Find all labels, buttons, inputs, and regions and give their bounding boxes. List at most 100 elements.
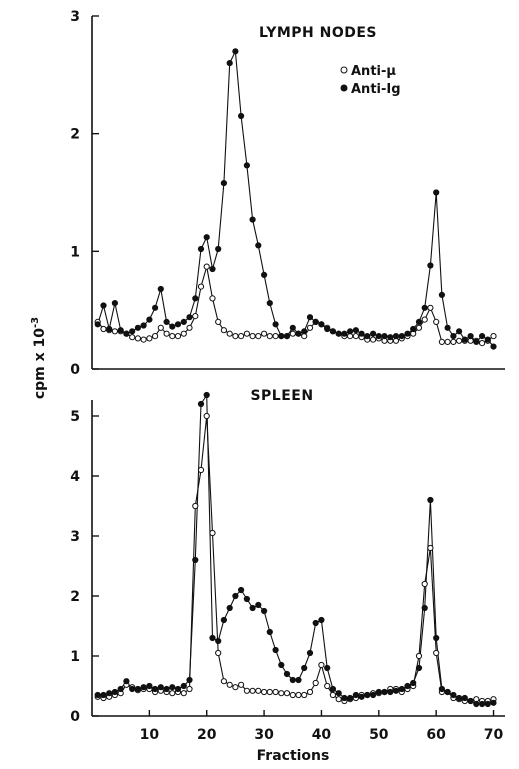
lymph-anti-ig-point-20	[203, 234, 210, 241]
spleen-anti-mu-point-43	[335, 696, 342, 703]
spleen-x-tick-label-20: 20	[197, 727, 217, 743]
lymph-anti-ig-line	[97, 49, 494, 347]
spleen-anti-ig-point-57	[415, 664, 423, 672]
lymph-anti-ig-point-43	[335, 330, 342, 337]
lymph-anti-ig-point-36	[295, 330, 302, 337]
spleen-y-tick-label-5: 5	[70, 409, 80, 425]
lymph-anti-ig-point-28	[249, 216, 256, 223]
spleen-anti-ig-point-44	[341, 694, 348, 702]
lymph-anti-ig-point-17	[186, 314, 193, 321]
spleen-anti-ig-point-27	[243, 595, 250, 603]
spleen-anti-mu-point-16	[180, 690, 187, 697]
spleen-anti-ig-point-37	[301, 664, 308, 672]
lymph-y-tick-label-3: 3	[70, 9, 80, 25]
spleen-anti-ig-point-49	[370, 691, 377, 699]
spleen-anti-ig-point-50	[375, 688, 382, 696]
lymph-anti-ig-point-33	[278, 333, 285, 340]
lymph-anti-ig-point-42	[329, 328, 336, 335]
lymph-anti-ig-point-45	[347, 328, 354, 335]
lymph-anti-mu-point-63	[450, 338, 457, 345]
spleen-anti-mu-point-31	[266, 688, 273, 696]
lymph-anti-ig-point-18	[192, 295, 199, 302]
spleen-anti-ig-point-41	[324, 664, 331, 672]
spleen-anti-ig-point-9	[140, 684, 147, 691]
spleen-anti-mu-point-42	[329, 691, 336, 699]
lymph-anti-ig-point-48	[364, 333, 371, 340]
spleen-y-tick-label-4: 4	[70, 469, 80, 485]
lymph-anti-ig-point-66	[467, 333, 474, 340]
spleen-anti-ig-point-19	[197, 400, 205, 408]
lymph-anti-ig-point-5	[117, 327, 124, 334]
spleen-anti-ig-point-7	[129, 685, 136, 693]
lymph-anti-mu-point-49	[370, 336, 377, 343]
lymph-anti-ig-point-3	[106, 325, 113, 333]
lymph-anti-ig-point-63	[450, 333, 457, 340]
lymph-anti-mu-point-68	[479, 340, 486, 347]
lymph-anti-mu-point-19	[197, 283, 205, 290]
spleen-anti-mu-point-25	[232, 684, 239, 691]
spleen-y-tick-label-0: 0	[70, 709, 80, 725]
lymph-anti-mu-point-17	[186, 324, 193, 331]
spleen-x-tick-label-70: 70	[484, 727, 504, 743]
lymph-anti-mu-point-60	[433, 318, 440, 325]
lymph-anti-ig-point-10	[146, 316, 153, 323]
lymph-anti-ig-point-44	[341, 330, 348, 337]
panel-lymph-nodes: LYMPH NODES 0 1 2 3 Anti-μ Anti-Ig	[70, 9, 505, 378]
spleen-anti-ig-point-14	[169, 684, 176, 691]
spleen-anti-mu-line	[97, 415, 494, 702]
lymph-anti-mu-point-31	[266, 333, 273, 340]
lymph-anti-mu-point-14	[169, 333, 176, 340]
lymph-anti-ig-point-27	[243, 162, 250, 169]
spleen-anti-ig-point-52	[387, 688, 394, 696]
lymph-anti-ig-point-22	[215, 245, 222, 253]
spleen-x-ticks: 10 20 30 40 50 60 70	[140, 710, 504, 743]
spleen-anti-ig-point-63	[450, 691, 457, 699]
lymph-anti-ig-point-29	[255, 242, 262, 249]
spleen-anti-ig-point-6	[123, 678, 130, 685]
spleen-anti-mu-point-37	[301, 691, 308, 699]
legend-anti-ig-marker	[340, 84, 348, 92]
spleen-anti-ig-line	[97, 393, 494, 705]
spleen-anti-ig-point-68	[479, 700, 486, 708]
spleen-anti-ig-point-51	[381, 688, 388, 696]
spleen-anti-mu-point-20	[203, 412, 210, 420]
spleen-x-tick-label-40: 40	[312, 727, 332, 743]
spleen-anti-ig-point-29	[255, 601, 262, 609]
spleen-anti-ig-point-64	[456, 694, 463, 702]
lymph-anti-ig-point-4	[111, 300, 119, 307]
lymph-anti-ig-point-40	[318, 321, 325, 328]
spleen-anti-ig-point-21	[209, 634, 216, 642]
lymph-anti-ig-point-32	[272, 321, 279, 328]
spleen-anti-mu-point-18	[192, 502, 199, 510]
spleen-x-tick-label-30: 30	[254, 727, 274, 743]
lymph-anti-ig-point-31	[266, 300, 273, 307]
spleen-anti-ig-point-38	[306, 649, 314, 657]
lymph-anti-ig-point-49	[370, 330, 377, 337]
lymph-anti-ig-point-57	[415, 318, 423, 325]
lymph-anti-ig-point-25	[232, 48, 239, 55]
lymph-anti-ig-point-58	[421, 304, 428, 311]
spleen-anti-mu-point-57	[415, 652, 423, 660]
spleen-anti-mu-point-58	[421, 580, 428, 588]
x-axis-title: Fractions	[257, 748, 330, 764]
spleen-anti-ig-point-18	[192, 556, 199, 564]
lymph-anti-ig-point-47	[358, 330, 365, 337]
lymph-anti-mu-point-15	[174, 333, 182, 340]
lymph-anti-ig-point-46	[352, 327, 359, 334]
spleen-anti-ig-point-43	[335, 690, 342, 697]
lymph-anti-mu-point-64	[456, 337, 463, 344]
spleen-anti-ig-point-69	[484, 700, 491, 708]
legend-anti-mu-marker	[340, 66, 348, 74]
lymph-anti-ig-point-26	[238, 112, 245, 120]
spleen-anti-mu-point-35	[289, 691, 296, 699]
spleen-anti-ig-point-16	[180, 682, 187, 690]
spleen-anti-ig-point-66	[467, 697, 474, 705]
lymph-anti-mu-point-22	[215, 318, 222, 325]
spleen-anti-ig-point-15	[174, 685, 182, 693]
lymph-data-points	[94, 48, 497, 350]
lymph-anti-ig-point-51	[381, 333, 388, 340]
lymph-anti-ig-point-23	[220, 180, 227, 187]
spleen-anti-ig-point-47	[358, 693, 365, 700]
spleen-anti-mu-point-23	[220, 678, 227, 685]
